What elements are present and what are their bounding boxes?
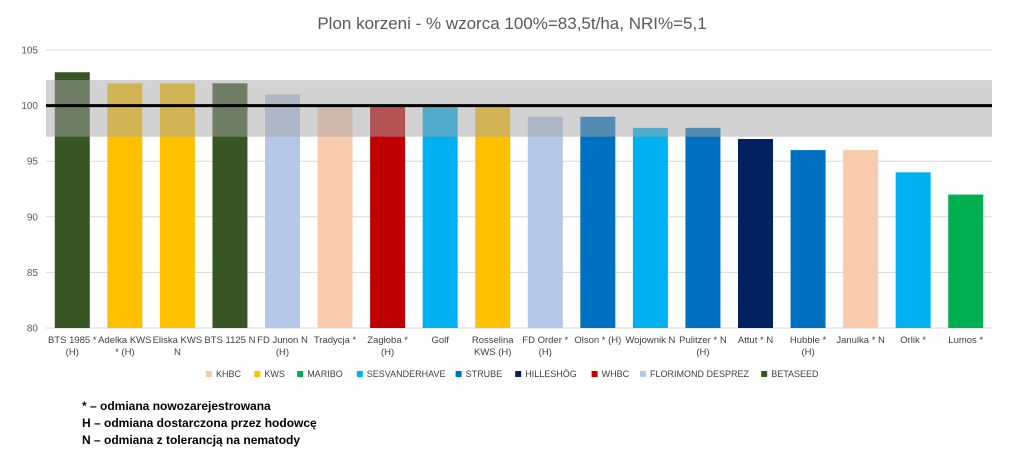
legend-label: BETASEED <box>771 369 819 379</box>
x-tick-label: Adelka KWS <box>98 335 151 346</box>
x-tick-label: Lumos * <box>948 335 983 346</box>
x-tick-label: (H) <box>381 347 394 358</box>
legend-label: MARIBO <box>307 369 343 379</box>
bar <box>843 150 879 328</box>
bar <box>632 127 668 328</box>
x-tick-label: Tradycja * <box>314 335 357 346</box>
legend-label: FLORIMOND DESPREZ <box>650 369 750 379</box>
x-tick-label: Zagłoba * <box>367 335 408 346</box>
bar-chart: Plon korzeni - % wzorca 100%=83,5t/ha, N… <box>21 14 992 379</box>
legend-swatch <box>640 371 646 377</box>
x-tick-label: * (H) <box>115 347 135 358</box>
legend-swatch <box>206 371 212 377</box>
footnotes: * – odmiana nowozarejestrowana H – odmia… <box>82 398 317 449</box>
y-axis: 80 85 90 95 100 105 <box>21 46 38 335</box>
x-tick-label: Pulitzer * N <box>679 335 727 346</box>
x-tick-label: Hubble * <box>790 335 827 346</box>
y-tick-label: 90 <box>27 212 39 223</box>
footnote-new-variety: * – odmiana nowozarejestrowana <box>82 399 271 413</box>
legend-swatch <box>254 371 261 377</box>
x-tick-label: Eliska KWS <box>153 335 203 346</box>
bar <box>738 138 773 328</box>
bar <box>790 150 826 328</box>
legend-label: STRUBE <box>466 369 503 379</box>
legend-label: WHBC <box>602 369 630 379</box>
x-tick-label: (H) <box>696 347 709 358</box>
x-tick-label: FD Junon N <box>257 335 308 346</box>
x-tick-label: N <box>174 347 181 358</box>
legend-swatch <box>591 371 598 377</box>
y-tick-label: 95 <box>27 157 39 168</box>
x-tick-label: Wojownik N <box>625 335 675 346</box>
x-tick-label: BTS 1125 N <box>204 335 255 346</box>
bar <box>685 127 721 328</box>
y-tick-label: 100 <box>21 101 38 112</box>
x-tick-label: Janulka * N <box>836 335 885 346</box>
legend-swatch <box>297 371 304 377</box>
x-tick-label: (H) <box>66 347 79 358</box>
x-tick-label: Attut * N <box>738 335 774 346</box>
x-tick-label: (H) <box>276 347 289 358</box>
x-tick-label: (H) <box>801 347 814 358</box>
bar <box>580 116 616 328</box>
legend-label: KWS <box>264 369 285 379</box>
y-tick-label: 80 <box>27 324 39 335</box>
x-tick-label: Golf <box>431 335 449 346</box>
legend-swatch <box>356 371 363 377</box>
bar <box>317 105 353 328</box>
bar <box>948 194 984 328</box>
x-tick-label: (H) <box>539 347 552 358</box>
x-tick-label: BTS 1985 * <box>48 335 97 346</box>
legend-swatch <box>761 371 768 377</box>
footnote-breeder-supplied: H – odmiana dostarczona przez hodowcę <box>82 416 317 430</box>
x-tick-label: Olson * (H) <box>574 335 621 346</box>
bar <box>370 105 406 328</box>
x-tick-label: FD Order * <box>522 335 568 346</box>
legend-label: KHBC <box>216 369 242 379</box>
chart-title: Plon korzeni - % wzorca 100%=83,5t/ha, N… <box>317 14 706 33</box>
legend-swatch <box>515 371 522 377</box>
legend-swatch <box>455 371 462 377</box>
bar <box>527 116 563 328</box>
legend: KHBC KWS MARIBO SESVANDERHAVE STRUBE HILLESHÖ… <box>206 369 819 379</box>
bar <box>895 172 931 328</box>
legend-label: HILLESHÖG <box>525 369 577 379</box>
bar <box>422 105 458 328</box>
footnote-nematode-tolerance: N – odmiana z tolerancją na nematody <box>82 433 301 447</box>
bar <box>475 105 511 328</box>
y-tick-label: 85 <box>27 268 39 279</box>
x-tick-label: KWS (H) <box>474 347 511 358</box>
x-axis-labels: BTS 1985 *(H)Adelka KWS* (H)Eliska KWSNB… <box>48 335 983 358</box>
tolerance-band <box>46 80 992 137</box>
tolerance-band-rect <box>46 80 992 137</box>
y-tick-label: 105 <box>21 46 38 57</box>
x-tick-label: Orlik * <box>900 335 926 346</box>
legend-label: SESVANDERHAVE <box>367 369 446 379</box>
x-tick-label: Rosselina <box>472 335 514 346</box>
